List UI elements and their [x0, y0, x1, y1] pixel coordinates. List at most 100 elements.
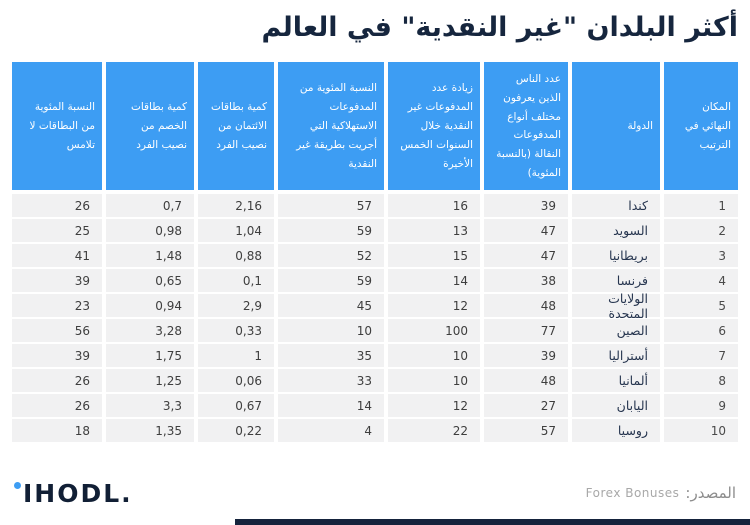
value-cell: 13: [388, 219, 480, 243]
table-body: 1 كندا 39 16 57 2,16 0,7 26 2 السويد 47 13 59 1,04 0,9…: [12, 194, 738, 443]
country-cell: فرنسا: [572, 269, 660, 293]
value-cell: 52: [278, 244, 384, 268]
rank-cell: 10: [664, 419, 738, 443]
source-value: Forex Bonuses: [585, 486, 680, 500]
cashless-countries-table: المكان النهائي في الترتيب الدولة عدد الناس…: [12, 62, 738, 443]
table-row: 5 الولايات المتحدة 48 12 45 2,9 0,94 23: [12, 291, 738, 321]
rank-cell: 3: [664, 244, 738, 268]
value-cell: 48: [484, 369, 568, 393]
country-cell: السويد: [572, 219, 660, 243]
value-cell: 38: [484, 269, 568, 293]
value-cell: 39: [484, 194, 568, 218]
source-label: المصدر:: [685, 484, 736, 502]
value-cell: 0,1: [198, 269, 274, 293]
value-cell: 39: [12, 269, 102, 293]
table-row: 4 فرنسا 38 14 59 0,1 0,65 39: [12, 269, 738, 293]
value-cell: 26: [12, 369, 102, 393]
value-cell: 18: [12, 419, 102, 443]
value-cell: 0,7: [106, 194, 194, 218]
value-cell: 3,3: [106, 394, 194, 418]
source-credit: المصدر: Forex Bonuses: [586, 484, 736, 502]
column-header-cashless_consumer_payments_pct: النسبة المئوية من المدفوعات الاستهلاكية …: [278, 62, 384, 191]
value-cell: 57: [484, 419, 568, 443]
value-cell: 22: [388, 419, 480, 443]
value-cell: 59: [278, 219, 384, 243]
country-cell: بريطانيا: [572, 244, 660, 268]
rank-cell: 6: [664, 319, 738, 343]
value-cell: 26: [12, 194, 102, 218]
value-cell: 1,35: [106, 419, 194, 443]
rank-cell: 9: [664, 394, 738, 418]
value-cell: 45: [278, 294, 384, 318]
table-header-row: المكان النهائي في الترتيب الدولة عدد الناس…: [12, 62, 738, 191]
value-cell: 15: [388, 244, 480, 268]
logo-dot-icon: [14, 481, 21, 489]
value-cell: 14: [388, 269, 480, 293]
page-title: أكثر البلدان "غير النقدية" في العالم: [261, 12, 738, 43]
value-cell: 0,67: [198, 394, 274, 418]
table-row: 2 السويد 47 13 59 1,04 0,98 25: [12, 219, 738, 243]
column-header-cashless_growth_5yr: زيادة عدد المدفوعات غير النقدية خلال الس…: [388, 62, 480, 191]
table-row: 8 ألمانيا 48 10 33 0,06 1,25 26: [12, 369, 738, 393]
value-cell: 39: [484, 344, 568, 368]
rank-cell: 1: [664, 194, 738, 218]
column-header-credit_cards_per_capita: كمية بطاقات الائتمان من نصيب الفرد: [198, 62, 274, 191]
value-cell: 77: [484, 319, 568, 343]
table-row: 9 اليابان 27 12 14 0,67 3,3 26: [12, 394, 738, 418]
value-cell: 100: [388, 319, 480, 343]
country-cell: ألمانيا: [572, 369, 660, 393]
footer-bar: [235, 519, 750, 525]
value-cell: 1: [198, 344, 274, 368]
value-cell: 39: [12, 344, 102, 368]
value-cell: 1,75: [106, 344, 194, 368]
country-cell: كندا: [572, 194, 660, 218]
column-header-contactless_cards_pct: النسبة المئوية من البطاقات لا تلامس: [12, 62, 102, 191]
table-row: 6 الصين 77 100 10 0,33 3,28 56: [12, 319, 738, 343]
value-cell: 1,25: [106, 369, 194, 393]
value-cell: 0,22: [198, 419, 274, 443]
value-cell: 3,28: [106, 319, 194, 343]
value-cell: 57: [278, 194, 384, 218]
value-cell: 27: [484, 394, 568, 418]
value-cell: 59: [278, 269, 384, 293]
rank-cell: 7: [664, 344, 738, 368]
value-cell: 16: [388, 194, 480, 218]
country-cell: اليابان: [572, 394, 660, 418]
footer: IHODL. المصدر: Forex Bonuses: [0, 475, 750, 511]
value-cell: 10: [388, 369, 480, 393]
value-cell: 10: [388, 344, 480, 368]
value-cell: 47: [484, 244, 568, 268]
value-cell: 2,9: [198, 294, 274, 318]
value-cell: 23: [12, 294, 102, 318]
column-header-country: الدولة: [572, 62, 660, 191]
value-cell: 25: [12, 219, 102, 243]
ihodl-logo: IHODL.: [14, 479, 133, 508]
table-row: 3 بريطانيا 47 15 52 0,88 1,48 41: [12, 244, 738, 268]
value-cell: 0,06: [198, 369, 274, 393]
value-cell: 0,33: [198, 319, 274, 343]
value-cell: 41: [12, 244, 102, 268]
value-cell: 1,04: [198, 219, 274, 243]
rank-cell: 2: [664, 219, 738, 243]
column-header-mobile_payment_awareness_pct: عدد الناس الذين يعرفون مختلف أنواع المدف…: [484, 62, 568, 191]
country-cell: الولايات المتحدة: [572, 291, 660, 321]
value-cell: 4: [278, 419, 384, 443]
country-cell: أستراليا: [572, 344, 660, 368]
value-cell: 1,48: [106, 244, 194, 268]
value-cell: 33: [278, 369, 384, 393]
value-cell: 0,65: [106, 269, 194, 293]
table-row: 7 أستراليا 39 10 35 1 1,75 39: [12, 344, 738, 368]
value-cell: 0,88: [198, 244, 274, 268]
value-cell: 12: [388, 294, 480, 318]
country-cell: الصين: [572, 319, 660, 343]
rank-cell: 8: [664, 369, 738, 393]
value-cell: 26: [12, 394, 102, 418]
value-cell: 47: [484, 219, 568, 243]
rank-cell: 4: [664, 269, 738, 293]
country-cell: روسيا: [572, 419, 660, 443]
column-header-rank: المكان النهائي في الترتيب: [664, 62, 738, 191]
rank-cell: 5: [664, 294, 738, 318]
value-cell: 0,94: [106, 294, 194, 318]
value-cell: 0,98: [106, 219, 194, 243]
column-header-debit_cards_per_capita: كمية بطاقات الخصم من نصيب الفرد: [106, 62, 194, 191]
